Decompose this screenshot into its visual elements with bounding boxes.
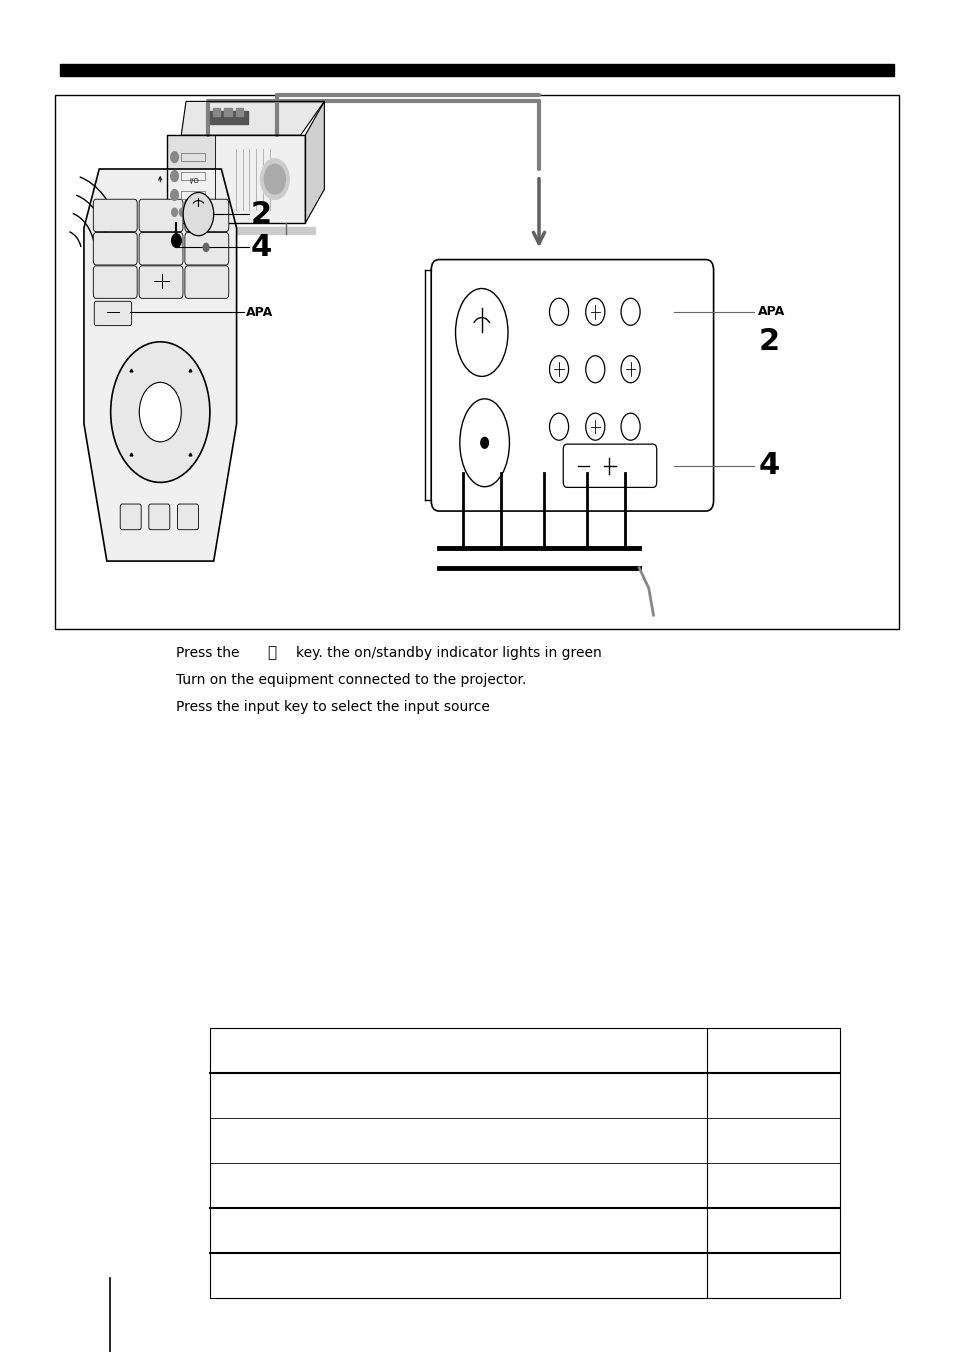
Text: key. the on/standby indicator lights in green: key. the on/standby indicator lights in …: [295, 646, 600, 660]
Circle shape: [549, 414, 568, 441]
Circle shape: [179, 208, 185, 216]
Circle shape: [139, 383, 181, 442]
Ellipse shape: [459, 399, 509, 487]
Circle shape: [171, 151, 178, 162]
Circle shape: [194, 208, 200, 216]
Circle shape: [111, 342, 210, 483]
Circle shape: [264, 165, 285, 195]
Circle shape: [260, 160, 289, 200]
Circle shape: [620, 356, 639, 383]
Polygon shape: [305, 101, 324, 223]
Bar: [181, 191, 205, 199]
FancyBboxPatch shape: [139, 199, 183, 231]
Polygon shape: [84, 169, 236, 561]
Circle shape: [620, 299, 639, 326]
Polygon shape: [181, 101, 324, 135]
Polygon shape: [176, 227, 314, 234]
Text: ⏻: ⏻: [267, 645, 276, 661]
Bar: [167, 135, 305, 223]
Circle shape: [187, 208, 193, 216]
Circle shape: [480, 438, 488, 449]
Text: 4: 4: [758, 452, 779, 480]
Circle shape: [202, 208, 208, 216]
Circle shape: [171, 189, 178, 200]
Text: Press the: Press the: [176, 646, 240, 660]
Circle shape: [172, 234, 181, 247]
FancyBboxPatch shape: [93, 266, 137, 299]
Circle shape: [620, 414, 639, 441]
Circle shape: [585, 299, 604, 326]
FancyBboxPatch shape: [562, 443, 656, 488]
Bar: [167, 135, 305, 223]
FancyBboxPatch shape: [185, 266, 229, 299]
FancyBboxPatch shape: [120, 504, 141, 530]
Text: 4: 4: [251, 233, 272, 262]
Text: 2: 2: [251, 200, 272, 228]
Circle shape: [203, 243, 209, 251]
Bar: [213, 108, 220, 116]
Bar: [181, 153, 205, 161]
Text: Turn on the equipment connected to the projector.: Turn on the equipment connected to the p…: [176, 673, 526, 687]
FancyBboxPatch shape: [177, 504, 198, 530]
Circle shape: [183, 192, 213, 235]
Circle shape: [172, 208, 177, 216]
Bar: [210, 1028, 839, 1298]
Text: Press the input key to select the input source: Press the input key to select the input …: [176, 700, 490, 714]
Text: APA: APA: [758, 306, 785, 318]
FancyBboxPatch shape: [139, 233, 183, 265]
Bar: [167, 135, 215, 223]
FancyBboxPatch shape: [139, 266, 183, 299]
Bar: [235, 108, 243, 116]
Circle shape: [171, 170, 178, 181]
Bar: [167, 135, 215, 223]
Bar: [55, 95, 898, 629]
Circle shape: [585, 356, 604, 383]
FancyBboxPatch shape: [93, 199, 137, 231]
FancyBboxPatch shape: [94, 301, 132, 326]
FancyBboxPatch shape: [93, 233, 137, 265]
Text: APA: APA: [246, 306, 274, 319]
FancyBboxPatch shape: [431, 260, 713, 511]
FancyBboxPatch shape: [149, 504, 170, 530]
Circle shape: [549, 299, 568, 326]
Bar: [210, 111, 248, 124]
FancyBboxPatch shape: [185, 233, 229, 265]
Text: 2: 2: [758, 327, 779, 356]
Text: I/O: I/O: [189, 177, 198, 184]
Bar: [224, 108, 232, 116]
Circle shape: [585, 414, 604, 441]
Bar: [60, 64, 893, 76]
Ellipse shape: [455, 288, 507, 376]
Circle shape: [549, 356, 568, 383]
FancyBboxPatch shape: [185, 199, 229, 231]
Bar: [181, 172, 205, 180]
